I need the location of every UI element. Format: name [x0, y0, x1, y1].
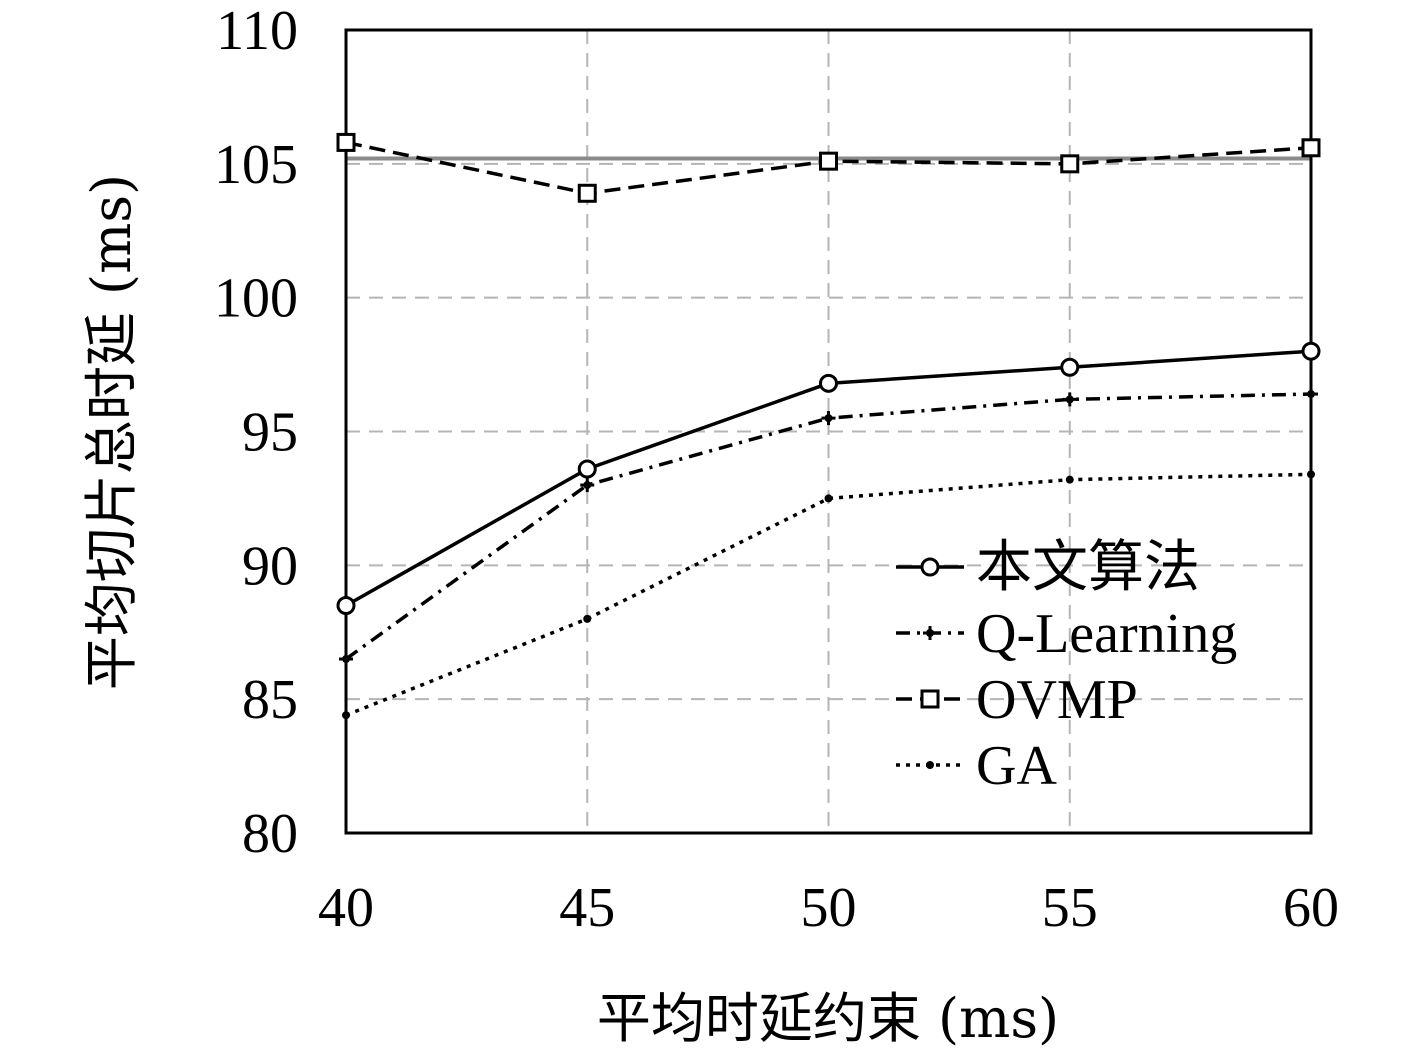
- legend-item: 本文算法: [896, 537, 1200, 599]
- legend-marker: [926, 761, 934, 769]
- data-point: [577, 459, 597, 479]
- legend-item: OVMP: [896, 669, 1138, 731]
- data-point: [1304, 387, 1318, 402]
- y-tick-label: 85: [242, 669, 298, 731]
- data-point: [819, 373, 838, 393]
- series-layer: [336, 132, 1321, 720]
- x-tick-label: 55: [1042, 877, 1098, 939]
- x-tick-label: 60: [1283, 877, 1339, 939]
- legend-marker: [923, 626, 937, 640]
- data-point: [1307, 470, 1315, 479]
- y-tick-label: 80: [242, 803, 298, 865]
- series-4: [342, 470, 1315, 720]
- legend-item: GA: [896, 735, 1057, 797]
- y-axis-title: 平均切片总时延 (ms): [80, 174, 143, 690]
- data-point: [342, 711, 350, 720]
- data-point: [1065, 475, 1074, 484]
- data-point: [336, 132, 356, 152]
- legend-label: Q-Learning: [976, 603, 1237, 665]
- data-point: [580, 478, 595, 493]
- y-tick-label: 110: [216, 0, 298, 62]
- data-point: [339, 652, 353, 667]
- x-tick-labels: 40 45 50 55 60: [318, 877, 1339, 939]
- y-tick-label: 95: [242, 402, 298, 464]
- data-point: [821, 411, 836, 426]
- data-point: [1301, 341, 1321, 361]
- data-point: [1301, 138, 1321, 158]
- legend-label: OVMP: [976, 669, 1138, 731]
- data-point: [336, 595, 356, 615]
- series-1: [336, 341, 1321, 615]
- data-point: [824, 494, 833, 503]
- x-tick-label: 40: [318, 877, 374, 939]
- y-tick-label: 90: [242, 535, 298, 597]
- x-tick-label: 50: [801, 877, 857, 939]
- plot-frame: [344, 28, 1313, 835]
- data-point: [1060, 154, 1080, 174]
- y-tick-label: 100: [214, 268, 298, 330]
- legend-item: Q-Learning: [896, 603, 1237, 665]
- y-tick-labels: 80 85 90 95 100 105 110: [214, 0, 298, 865]
- legend-marker: [920, 689, 940, 709]
- data-point: [1060, 357, 1080, 377]
- series-3: [336, 132, 1321, 203]
- data-point: [577, 183, 597, 203]
- grid-lines: [346, 30, 1311, 833]
- y-tick-label: 105: [214, 134, 298, 196]
- series-line: [344, 392, 1312, 661]
- series-line: [345, 472, 1312, 717]
- data-point: [583, 614, 592, 623]
- legend-marker: [920, 557, 940, 577]
- series-2: [339, 387, 1318, 667]
- data-point: [819, 151, 838, 171]
- legend-label: 本文算法: [976, 537, 1200, 599]
- data-point: [1062, 392, 1077, 407]
- x-axis-title: 平均时延约束 (ms): [597, 987, 1059, 1050]
- x-tick-label: 45: [559, 877, 615, 939]
- legend-label: GA: [976, 735, 1057, 797]
